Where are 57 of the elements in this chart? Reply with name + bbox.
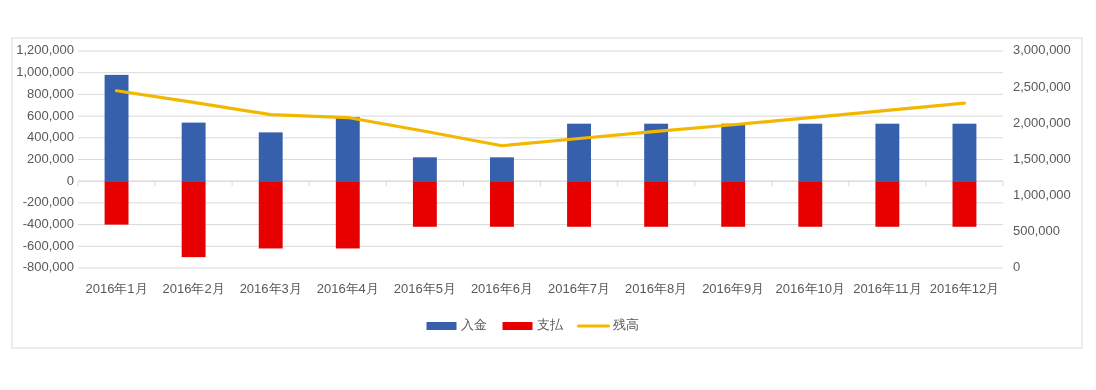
legend-label: 入金	[460, 317, 487, 333]
y2-tick-label: 2,500,000	[1013, 78, 1071, 94]
y-tick-label: 1,200,000	[16, 42, 74, 58]
bar	[721, 181, 746, 227]
bar	[644, 123, 669, 182]
bar	[490, 157, 514, 182]
x-tick-label: 2016年1月	[85, 281, 148, 297]
bar	[258, 132, 283, 182]
bar	[798, 123, 823, 182]
x-tick-label: 2016年10月	[775, 281, 845, 297]
x-tick-label: 2016年12月	[929, 281, 1000, 297]
bar	[258, 181, 283, 249]
y2-tick-label: 500,000	[1013, 223, 1060, 239]
bar	[335, 181, 360, 249]
y-tick-label: 800,000	[27, 85, 74, 101]
x-tick-label: 2016年8月	[625, 281, 688, 297]
bar	[875, 123, 900, 182]
x-tick-label: 2016年3月	[239, 281, 302, 297]
x-tick-label: 2016年9月	[702, 281, 765, 297]
bar	[181, 181, 206, 258]
legend-label: 残高	[612, 317, 639, 333]
bar	[875, 181, 900, 227]
y-tick-label: -800,000	[22, 259, 74, 275]
bar	[181, 122, 206, 182]
y-tick-label: -200,000	[22, 194, 74, 210]
y2-tick-label: 1,500,000	[1013, 150, 1071, 166]
x-tick-label: 2016年2月	[162, 281, 225, 297]
bar	[412, 157, 437, 182]
bar	[721, 123, 746, 182]
bar	[952, 181, 977, 227]
bar	[567, 123, 591, 182]
bar	[104, 181, 129, 225]
bar	[412, 181, 437, 227]
y-tick-label: 600,000	[27, 107, 74, 123]
y-tick-label: 1,000,000	[16, 64, 74, 80]
y-tick-label: 400,000	[27, 129, 74, 145]
y2-tick-label: 3,000,000	[1013, 42, 1071, 58]
bar	[104, 74, 129, 182]
bar	[644, 181, 669, 227]
y-tick-label: -400,000	[22, 216, 74, 232]
bar	[490, 181, 514, 227]
bar	[952, 123, 977, 182]
y2-tick-label: 0	[1013, 259, 1021, 275]
x-tick-label: 2016年7月	[547, 281, 611, 297]
x-tick-label: 2016年4月	[316, 281, 379, 297]
legend-label: 支払	[536, 317, 564, 333]
y-tick-label: 0	[66, 172, 74, 188]
bar	[335, 117, 360, 182]
x-tick-label: 2016年11月	[853, 281, 922, 297]
x-tick-label: 2016年5月	[393, 281, 456, 297]
x-tick-label: 2016年6月	[470, 281, 534, 297]
y2-tick-label: 2,000,000	[1013, 114, 1071, 130]
bar	[798, 181, 823, 227]
y-tick-label: -600,000	[22, 237, 74, 253]
y2-tick-label: 1,000,000	[1013, 187, 1071, 203]
y-tick-label: 200,000	[27, 150, 74, 166]
bar	[567, 181, 591, 227]
